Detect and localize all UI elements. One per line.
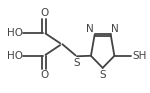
Text: N: N: [86, 24, 94, 34]
Text: S: S: [73, 58, 80, 68]
Text: O: O: [40, 70, 48, 80]
Text: N: N: [111, 24, 119, 34]
Text: S: S: [99, 70, 106, 80]
Text: O: O: [40, 8, 48, 18]
Text: HO: HO: [7, 51, 23, 61]
Text: HO: HO: [7, 28, 23, 38]
Text: SH: SH: [133, 51, 147, 61]
